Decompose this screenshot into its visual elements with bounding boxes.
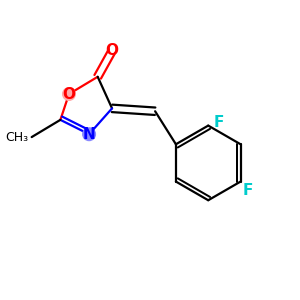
Text: F: F [214,115,224,130]
Text: N: N [83,127,95,142]
Text: O: O [62,86,76,101]
Circle shape [83,128,95,140]
Circle shape [63,88,75,100]
Text: F: F [242,183,253,198]
Text: CH₃: CH₃ [6,130,29,144]
Text: O: O [106,44,118,59]
